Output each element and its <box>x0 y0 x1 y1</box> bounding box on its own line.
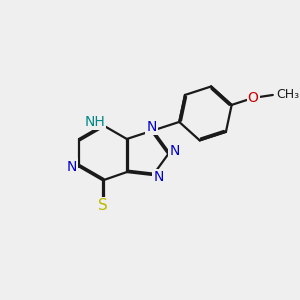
Text: S: S <box>98 199 108 214</box>
Text: O: O <box>248 91 259 105</box>
Text: N: N <box>146 120 157 134</box>
Text: CH₃: CH₃ <box>276 88 299 101</box>
Text: N: N <box>153 170 164 184</box>
Text: N: N <box>169 144 180 158</box>
Text: NH: NH <box>84 115 105 129</box>
Text: N: N <box>66 160 76 173</box>
